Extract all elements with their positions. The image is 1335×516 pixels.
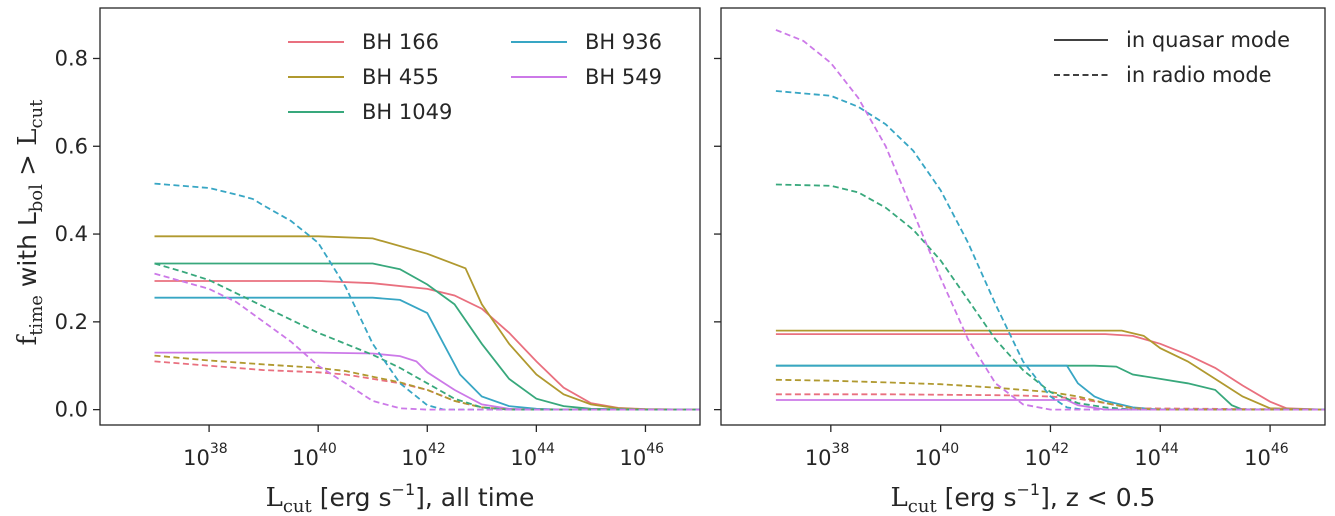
legend-label: in quasar mode [1126, 28, 1290, 52]
plot-frame [99, 7, 701, 426]
x-tick-label: 1044 [1134, 441, 1179, 470]
x-tick-label: 1040 [915, 441, 960, 470]
panel-all-time: 0.0 0.2 0.4 0.6 0.8 1038 1040 1042 1044 1046 Lcut … [13, 7, 701, 516]
legend: BH 166 BH 455 BH 1049 BH 936 BH 549 [288, 30, 662, 124]
y-axis-label: ftime with Lbol > Lcut [13, 99, 47, 346]
y-tick-label: 0.4 [55, 222, 88, 246]
series-line-bh-455-dashed [775, 378, 1325, 411]
legend-label: BH 166 [362, 30, 439, 54]
x-tick-label: 1046 [1244, 441, 1289, 470]
x-tick-label: 1044 [510, 441, 555, 470]
panel-z-lt-0.5: 1038 1040 1042 1044 1046 Lcut [erg s−1], z < … [714, 7, 1326, 516]
legend-label: BH 936 [585, 30, 662, 54]
x-tick-label: 1040 [292, 441, 337, 470]
legend-label: BH 455 [362, 65, 439, 89]
series-line-bh-1049-solid [775, 364, 1325, 411]
y-tick-label: 0.6 [55, 134, 88, 158]
series-line-bh-166-solid [775, 333, 1326, 411]
series-line-bh-549-dashed [154, 272, 700, 411]
y-tick-label: 0.8 [55, 46, 88, 70]
x-axis-label: Lcut [erg s−1], all time [266, 480, 535, 516]
legend-label: in radio mode [1126, 63, 1272, 87]
y-tick-label: 0.0 [55, 398, 88, 422]
legend-label: BH 1049 [362, 100, 452, 124]
x-axis-label: Lcut [erg s−1], z < 0.5 [891, 480, 1156, 516]
x-tick-label: 1042 [401, 441, 446, 470]
series-line-bh-166-dashed [775, 393, 1326, 411]
series-line-bh-936-dashed [775, 90, 1325, 411]
series-line-bh-455-solid [775, 329, 1326, 411]
x-tick-label: 1046 [619, 441, 664, 470]
series-line-bh-1049-dashed [775, 183, 1325, 411]
plot-frame [720, 7, 1326, 426]
legend-label: BH 549 [585, 65, 662, 89]
y-tick-label: 0.2 [55, 310, 88, 334]
series-line-bh-549-dashed [775, 29, 1325, 411]
x-tick-label: 1038 [183, 441, 228, 470]
x-tick-label: 1038 [805, 441, 850, 470]
legend: in quasar mode in radio mode [1054, 28, 1290, 87]
series-line-bh-1049-dashed [154, 262, 700, 411]
x-tick-label: 1042 [1024, 441, 1069, 470]
